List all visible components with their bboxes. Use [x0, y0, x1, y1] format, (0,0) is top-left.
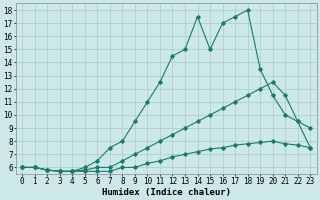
X-axis label: Humidex (Indice chaleur): Humidex (Indice chaleur): [102, 188, 231, 197]
